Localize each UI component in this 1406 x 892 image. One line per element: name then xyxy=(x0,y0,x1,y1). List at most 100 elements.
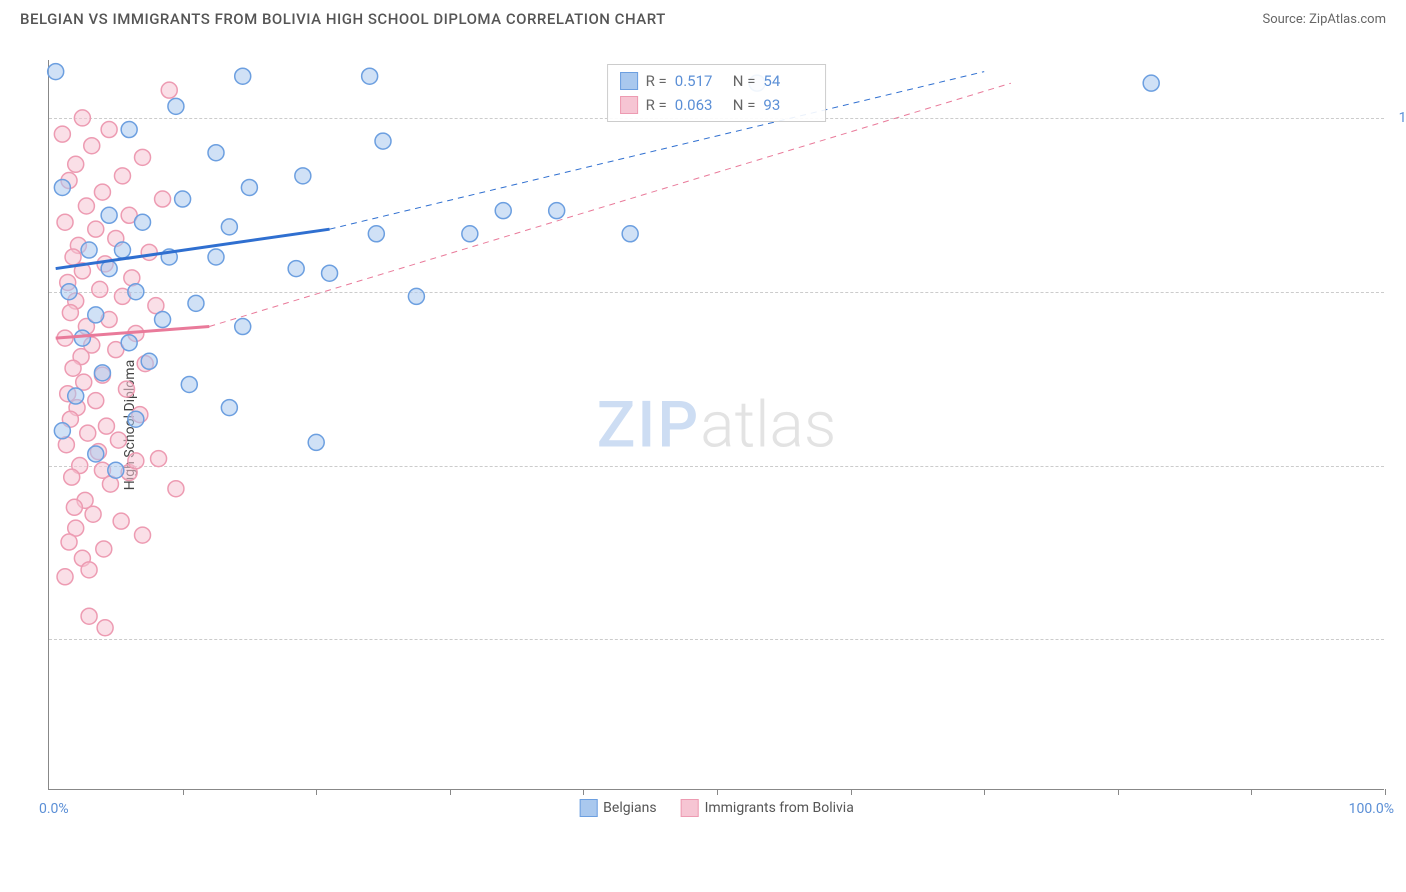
stats-row-belgians: R = 0.517 N = 54 xyxy=(620,69,814,93)
n-label: N = xyxy=(733,69,756,93)
data-point xyxy=(74,110,90,126)
r-label: R = xyxy=(646,69,667,93)
x-tick xyxy=(717,789,718,795)
legend-label-bolivia: Immigrants from Bolivia xyxy=(705,800,854,816)
data-point xyxy=(375,133,391,149)
data-point xyxy=(188,295,204,311)
data-point xyxy=(221,219,237,235)
data-point xyxy=(322,265,338,281)
source-label: Source: xyxy=(1262,12,1309,27)
data-point xyxy=(181,376,197,392)
x-tick xyxy=(583,789,584,795)
x-tick xyxy=(984,789,985,795)
data-point xyxy=(88,307,104,323)
data-point xyxy=(308,434,324,450)
data-point xyxy=(114,168,130,184)
chart-header: BELGIAN VS IMMIGRANTS FROM BOLIVIA HIGH … xyxy=(0,0,1406,36)
swatch-belgians-icon xyxy=(579,799,597,817)
data-point xyxy=(151,451,167,467)
data-point xyxy=(88,221,104,237)
r-value-belgians: 0.517 xyxy=(675,69,725,93)
n-value-belgians: 54 xyxy=(763,69,813,93)
data-point xyxy=(1143,75,1159,91)
data-point xyxy=(54,423,70,439)
data-point xyxy=(101,122,117,138)
swatch-belgians xyxy=(620,72,638,90)
data-point xyxy=(85,506,101,522)
y-tick-label: 85.0% xyxy=(1389,458,1406,474)
swatch-bolivia xyxy=(620,96,638,114)
data-point xyxy=(368,226,384,242)
bottom-legend: Belgians Immigrants from Bolivia xyxy=(579,799,854,817)
data-point xyxy=(241,179,257,195)
data-point xyxy=(128,453,144,469)
x-axis-max-label: 100.0% xyxy=(1349,801,1394,817)
data-point xyxy=(62,305,78,321)
x-tick xyxy=(183,789,184,795)
legend-item-belgians: Belgians xyxy=(579,799,656,817)
data-point xyxy=(549,203,565,219)
data-point xyxy=(68,156,84,172)
x-tick xyxy=(450,789,451,795)
data-point xyxy=(68,388,84,404)
data-point xyxy=(88,446,104,462)
data-point xyxy=(362,68,378,84)
y-tick-label: 100.0% xyxy=(1389,110,1406,126)
x-tick xyxy=(316,789,317,795)
data-point xyxy=(208,249,224,265)
data-point xyxy=(168,98,184,114)
data-point xyxy=(118,381,134,397)
data-point xyxy=(235,319,251,335)
data-point xyxy=(114,242,130,258)
data-point xyxy=(61,284,77,300)
data-point xyxy=(121,335,137,351)
data-point xyxy=(208,145,224,161)
data-point xyxy=(155,191,171,207)
x-tick xyxy=(851,789,852,795)
data-point xyxy=(66,499,82,515)
stats-legend-box: R = 0.517 N = 54 R = 0.063 N = 93 xyxy=(607,64,827,122)
x-axis-min-label: 0.0% xyxy=(39,801,69,817)
data-point xyxy=(84,138,100,154)
n-label: N = xyxy=(733,93,756,117)
plot-area: High School Diploma 77.5%85.0%92.5%100.0… xyxy=(48,60,1384,790)
legend-item-bolivia: Immigrants from Bolivia xyxy=(681,799,854,817)
data-point xyxy=(128,284,144,300)
data-point xyxy=(54,126,70,142)
data-point xyxy=(98,418,114,434)
data-point xyxy=(135,149,151,165)
data-point xyxy=(113,513,129,529)
x-tick xyxy=(1385,789,1386,795)
data-point xyxy=(235,68,251,84)
data-point xyxy=(495,203,511,219)
data-point xyxy=(462,226,478,242)
data-point xyxy=(161,82,177,98)
data-point xyxy=(295,168,311,184)
data-point xyxy=(57,214,73,230)
data-point xyxy=(101,207,117,223)
data-point xyxy=(96,541,112,557)
data-point xyxy=(110,432,126,448)
swatch-bolivia-icon xyxy=(681,799,699,817)
source-value: ZipAtlas.com xyxy=(1309,12,1386,27)
data-point xyxy=(74,330,90,346)
data-point xyxy=(81,608,97,624)
data-point xyxy=(128,411,144,427)
data-point xyxy=(141,353,157,369)
data-point xyxy=(141,244,157,260)
data-point xyxy=(88,393,104,409)
data-point xyxy=(48,64,64,80)
data-point xyxy=(78,198,94,214)
source-attribution: Source: ZipAtlas.com xyxy=(1262,12,1386,27)
data-point xyxy=(135,214,151,230)
data-point xyxy=(80,425,96,441)
y-tick-label: 92.5% xyxy=(1389,284,1406,300)
data-point xyxy=(288,261,304,277)
data-point xyxy=(94,184,110,200)
x-tick xyxy=(1118,789,1119,795)
data-point xyxy=(175,191,191,207)
data-point xyxy=(61,534,77,550)
data-point xyxy=(65,249,81,265)
data-point xyxy=(155,312,171,328)
chart-title: BELGIAN VS IMMIGRANTS FROM BOLIVIA HIGH … xyxy=(20,10,666,28)
